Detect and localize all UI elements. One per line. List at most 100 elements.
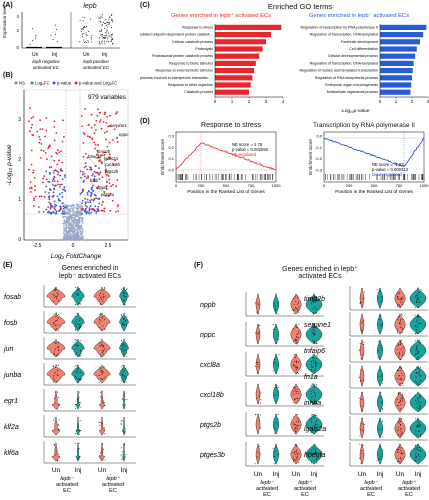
violin-dot [58,424,60,426]
b-point-ns [72,227,75,230]
b-point-ns [69,237,72,240]
violin-dot [79,378,81,380]
b-point-sig [87,124,90,126]
a-dot [109,16,111,18]
a-dot [88,41,90,43]
violin [359,443,365,465]
b-point-p [55,170,58,173]
violin-dot [55,289,57,291]
violin-dot [311,331,313,333]
b-point-sig [40,142,43,145]
b-point-ns [76,208,78,211]
violin-dot [315,424,317,426]
violin-dot [315,384,317,386]
violin-dot [415,376,417,378]
a-dot [106,24,108,26]
b-point-p [53,207,56,210]
b-point-p [52,211,55,214]
violin-dot [297,341,299,343]
b-point-ns [70,224,73,226]
violin-dot [53,418,55,420]
violin-dot [362,429,364,431]
violin-dot [58,419,60,421]
panel-c-bars: Response to stressProteasome-mediated ub… [140,24,429,114]
violin-dot [400,401,401,403]
b-point-sig [81,125,84,128]
violin [93,286,111,306]
violin-dot [313,417,315,419]
b-point-sig [108,156,111,159]
f-gene-label: serpine1 [304,322,331,329]
violin-dot [54,287,56,289]
a-dot [102,21,104,23]
violin-dot [314,394,316,396]
violin-dot [363,320,365,322]
violin-dot [297,372,299,374]
violin-dot [361,418,363,420]
b-point-p [52,191,55,194]
violin-dot [416,347,418,349]
violin-dot [402,304,403,306]
violin-dot [400,378,402,380]
b-point-sig [86,156,89,159]
violin-dot [58,349,60,351]
c-right-chart: Regulation of transcription by RNA polym… [299,24,429,104]
d-ytick: 0.2 [168,145,174,150]
violin-dot [377,356,379,358]
b-point-ns [65,204,68,206]
a-dot [111,27,113,29]
violin-dot [314,295,315,297]
violin-dot [258,419,260,421]
b-point-sig [108,141,111,144]
b-point-p [81,199,84,202]
b-point-sig [53,120,56,123]
violin-dot [277,413,279,415]
b-point-sig [106,158,109,160]
a-dot [86,41,88,43]
violin-dot [311,449,313,451]
violin-dot [53,374,55,376]
violin [377,287,383,309]
b-point-p [54,184,57,187]
violin-dot [417,319,419,321]
violin-dot [125,381,127,383]
a-dot [86,34,88,36]
violin-dot [124,398,126,400]
violin-dot [102,351,104,352]
e-gene-label: klf6a [4,450,19,457]
violin-dot [419,405,421,407]
violin-dot [122,394,124,396]
b-point-ns [68,216,71,219]
b-point-ns [77,207,80,210]
violin-dot [399,353,401,355]
b-point-ns [68,229,70,231]
violin-dot [259,446,261,447]
violin-dot [293,341,295,343]
b-point-sig [49,144,51,147]
b-point-sig [86,198,89,201]
violin-dot [380,429,382,431]
violin-dot [377,289,379,291]
violin-dot [420,379,422,381]
violin-dot [100,313,102,315]
violin-dot [416,448,418,450]
violin-dot [102,427,104,429]
b-point-sig [28,120,30,123]
violin-dot [275,307,277,309]
violin-dot [359,343,361,344]
b-point-sig [95,171,98,174]
violin-dot [102,400,104,402]
violin-dot [359,434,361,436]
violin-dot [125,324,127,326]
b-point-ns [81,222,84,224]
b-point-sig [82,142,85,144]
b-point-ns [67,208,70,211]
violin-dot [298,424,300,426]
b-point-ns [70,236,73,239]
a-dot [104,36,106,38]
b-point-p [84,175,86,178]
violin-dot [296,338,298,340]
violin-dot [315,450,316,452]
b-point-p [51,211,54,214]
